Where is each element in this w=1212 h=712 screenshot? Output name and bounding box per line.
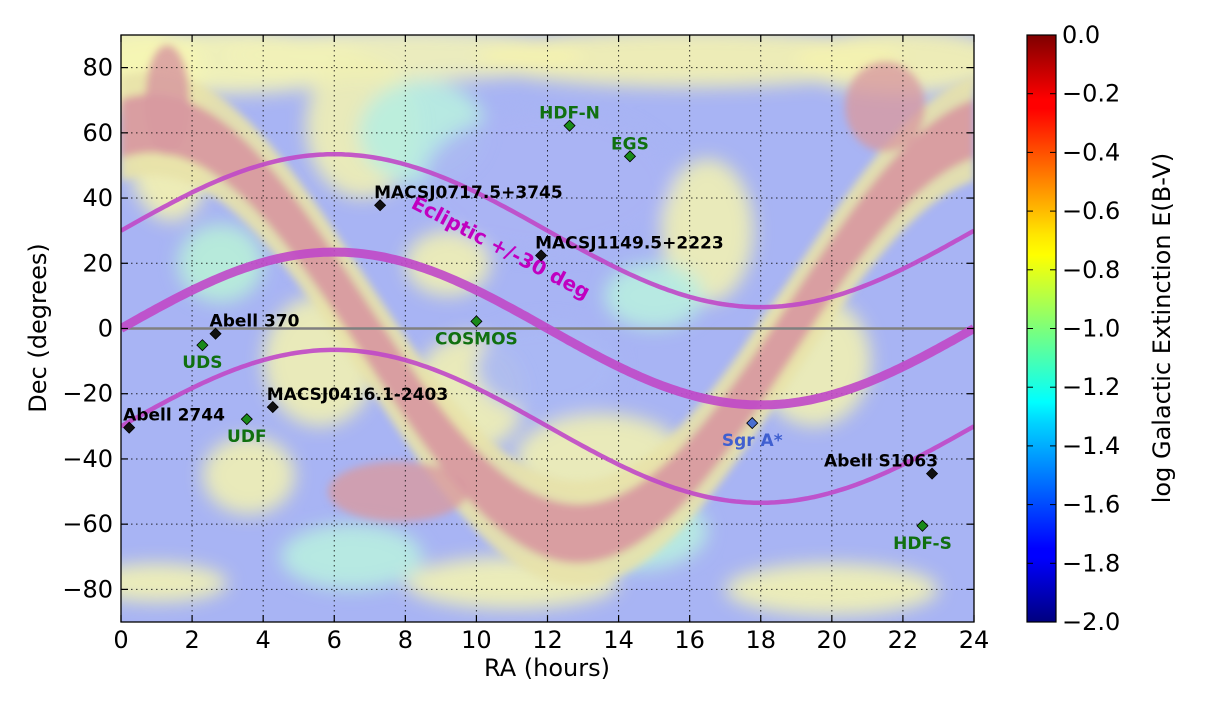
y-axis-label: Dec (degrees) [24, 243, 52, 412]
point-marker [240, 413, 253, 426]
point-abell-2744: Abell 2744 [123, 406, 225, 434]
point-marker [266, 401, 279, 414]
point-abell-s1063: Abell S1063 [824, 452, 939, 480]
colorbar-tick-label: −1.6 [1062, 491, 1120, 519]
point-label: HDF-N [539, 104, 600, 124]
x-tick-label: 8 [398, 626, 413, 654]
colorbar-ticks: 0.0 −0.2 −0.4 −0.6 −0.8 −1.0 −1.2 −1.4 −1.6 −1.8 −… [1027, 21, 1120, 636]
point-hdf-s: HDF-S [893, 519, 952, 554]
x-tick-label: 12 [532, 626, 563, 654]
point-label: MACSJ1149.5+2223 [535, 233, 724, 253]
point-sgr-a-: Sgr A* [722, 417, 783, 451]
point-uds: UDS [182, 339, 222, 373]
point-label: UDF [227, 427, 267, 447]
point-marker [123, 421, 136, 434]
x-tick-label: 6 [327, 626, 342, 654]
point-marker [196, 339, 209, 352]
x-tick-label: 18 [745, 626, 776, 654]
colorbar-tick-label: −1.2 [1062, 373, 1120, 401]
colorbar-tick-label: −1.0 [1062, 315, 1120, 343]
point-egs: EGS [611, 134, 649, 163]
y-tick-label: −60 [62, 510, 113, 538]
x-tick-label: 14 [603, 626, 634, 654]
point-hdf-n: HDF-N [539, 104, 600, 132]
x-tick-label: 2 [184, 626, 199, 654]
point-marker [916, 519, 929, 532]
x-tick-label: 16 [674, 626, 705, 654]
point-marker [374, 199, 387, 212]
y-tick-label: 60 [82, 119, 113, 147]
colorbar-label: log Galactic Extinction E(B-V) [1148, 153, 1176, 503]
colorbar-tick-label: −0.6 [1062, 197, 1120, 225]
point-label: HDF-S [893, 534, 952, 554]
point-label: Abell S1063 [824, 452, 938, 472]
point-marker [209, 327, 222, 340]
point-label: Abell 2744 [123, 406, 225, 426]
x-tick-label: 22 [888, 626, 919, 654]
y-tick-label: −80 [62, 575, 113, 603]
colorbar-tick-label: −1.8 [1062, 549, 1120, 577]
point-marker [563, 119, 576, 132]
point-macsj0717-5-3745: MACSJ0717.5+3745 [374, 183, 563, 212]
colorbar-tick-label: −2.0 [1062, 608, 1120, 636]
x-tick-label: 20 [817, 626, 848, 654]
y-tick-label: 0 [98, 315, 113, 343]
plot-area: 0 2 4 6 8 10 12 14 16 18 20 22 24−80−60−40−200204060… [62, 34, 989, 654]
extinction-map [121, 35, 974, 622]
y-tick-label: −40 [62, 445, 113, 473]
point-label: MACSJ0416.1-2403 [267, 385, 448, 405]
y-tick-label: 20 [82, 249, 113, 277]
colorbar-tick-label: 0.0 [1062, 21, 1100, 49]
point-cosmos: COSMOS [435, 315, 518, 349]
point-label: EGS [611, 134, 649, 154]
x-axis-label: RA (hours) [484, 654, 610, 682]
colorbar-tick-label: −1.4 [1062, 432, 1120, 460]
point-marker [535, 249, 548, 262]
point-label: MACSJ0717.5+3745 [374, 183, 563, 203]
point-abell-370: Abell 370 [209, 312, 300, 340]
ecliptic-curves [121, 151, 974, 506]
point-udf: UDF [227, 413, 267, 447]
point-label: COSMOS [435, 329, 518, 349]
point-marker [623, 150, 637, 163]
axis-ticks: 0 2 4 6 8 10 12 14 16 18 20 22 24−80−60−40−200204060… [62, 35, 989, 654]
point-macsj1149-5-2223: MACSJ1149.5+2223 [535, 233, 724, 262]
data-points: HDF-N EGS MACSJ0717.5+3745 MACSJ1149.5+2223… [123, 104, 952, 554]
point-label: Sgr A* [722, 431, 783, 451]
colorbar-tick-label: −0.4 [1062, 138, 1120, 166]
x-tick-label: 4 [256, 626, 271, 654]
colorbar: 0.0 −0.2 −0.4 −0.6 −0.8 −1.0 −1.2 −1.4 −1.6 −1.8 −… [1026, 21, 1176, 636]
x-tick-label: 24 [959, 626, 990, 654]
y-tick-label: 40 [82, 184, 113, 212]
colorbar-tick-label: −0.8 [1062, 256, 1120, 284]
point-macsj0416-1-2403: MACSJ0416.1-2403 [266, 385, 448, 414]
x-tick-label: 0 [113, 626, 128, 654]
colorbar-tick-label: −0.2 [1062, 80, 1120, 108]
point-marker [746, 417, 759, 430]
point-marker [925, 467, 939, 480]
point-marker [470, 315, 483, 328]
y-tick-label: −20 [62, 380, 113, 408]
y-tick-label: 80 [82, 54, 113, 82]
point-label: Abell 370 [210, 312, 300, 332]
point-label: UDS [182, 353, 222, 373]
x-tick-label: 10 [461, 626, 492, 654]
